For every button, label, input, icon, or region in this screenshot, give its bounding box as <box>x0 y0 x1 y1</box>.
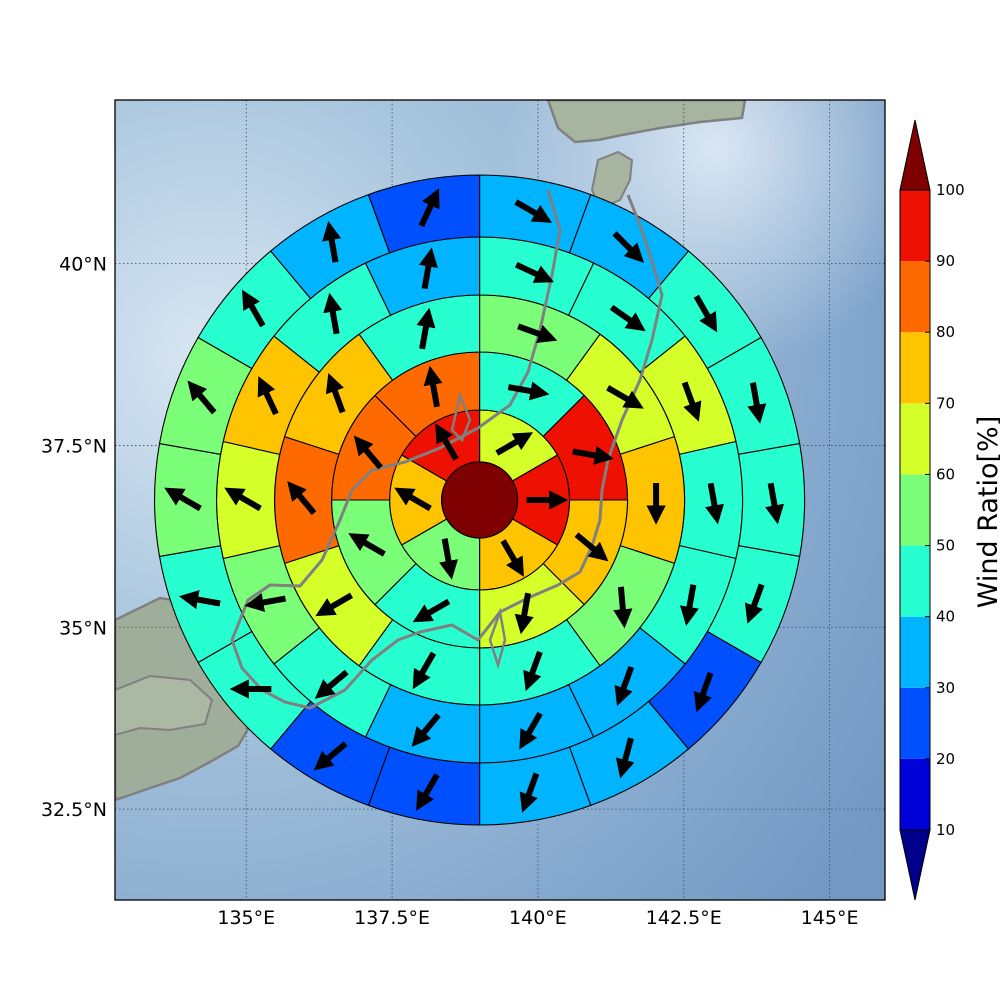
wind-arrows <box>164 188 784 813</box>
coastline-izu <box>488 607 507 670</box>
colorbar-segment <box>900 616 930 688</box>
wind-arrow <box>681 381 702 422</box>
x-axis: 135°E 137.5°E 140°E 142.5°E 145°E <box>217 907 858 929</box>
wind-arrow <box>523 650 543 692</box>
wind-arrow <box>495 432 533 456</box>
wind-arrow <box>679 584 699 626</box>
map-area <box>115 100 885 900</box>
colorbar-tick-label: 10 <box>936 821 955 839</box>
wind-arrow <box>612 231 645 263</box>
wind-arrow <box>224 487 262 512</box>
colorbar-segment <box>900 474 930 546</box>
wind-arrow <box>416 773 440 811</box>
colorbar-segment <box>900 758 930 830</box>
wind-arrow <box>519 711 543 750</box>
x-tick-label: 135°E <box>217 907 275 929</box>
wind-arrow <box>514 592 534 635</box>
wind-arrow <box>514 261 555 283</box>
colorbar-extend-min <box>899 829 931 901</box>
wind-arrow <box>606 385 644 409</box>
colorbar: 10 20 30 40 50 60 70 80 90 100 <box>899 119 965 901</box>
wind-arrow <box>416 307 436 350</box>
wind-arrow <box>572 445 614 465</box>
wind-arrow <box>435 423 459 461</box>
colorbar-segment <box>900 403 930 475</box>
land-tohoku-north <box>590 150 634 210</box>
wind-arrow <box>693 671 714 713</box>
wind-arrow <box>394 487 432 512</box>
wind-arrow <box>164 487 202 512</box>
x-tick-label: 140°E <box>509 907 567 929</box>
wind-arrow <box>313 741 348 771</box>
y-tick-label: 35°N <box>59 617 107 639</box>
wind-arrow <box>419 247 438 290</box>
x-tick-label: 145°E <box>801 907 859 929</box>
wind-arrow <box>439 538 458 580</box>
colorbar-extend-max <box>899 119 931 191</box>
wind-arrow <box>353 435 383 470</box>
y-tick-label: 37.5°N <box>41 435 107 457</box>
wind-arrow <box>514 199 553 223</box>
map-frame <box>114 99 886 901</box>
wind-arrow <box>348 533 386 557</box>
wind-arrow <box>705 482 724 525</box>
y-axis: 40°N 37.5°N 35°N 32.5°N <box>41 254 107 821</box>
colorbar-label: Wind Ratio[%] <box>973 416 1000 608</box>
y-tick-label: 32.5°N <box>41 799 107 821</box>
colorbar-tick-label: 20 <box>936 750 955 768</box>
wind-arrow <box>242 289 266 328</box>
wind-arrow <box>744 583 765 624</box>
wind-arrow <box>412 598 451 623</box>
wind-arrow <box>765 482 784 525</box>
colorbar-tick-label: 30 <box>936 679 955 697</box>
wind-arrow <box>519 772 540 813</box>
colorbar-segment <box>900 545 930 617</box>
colorbar-tick-label: 70 <box>936 394 955 412</box>
wind-arrow <box>323 292 343 335</box>
wind-arrow <box>614 665 635 707</box>
colorbar-outline <box>899 189 931 831</box>
colorbar-segment <box>900 332 930 404</box>
y-tick-label: 40°N <box>59 254 107 276</box>
x-tick-label: 142.5°E <box>646 907 722 929</box>
wind-arrow <box>244 593 287 612</box>
wind-arrow <box>325 373 346 414</box>
wind-arrow <box>574 532 609 562</box>
coastline-sado <box>450 390 472 443</box>
colorbar-tick-label: 100 <box>936 181 965 199</box>
colorbar-tick-label: 50 <box>936 537 955 555</box>
wind-arrow <box>411 713 441 748</box>
wind-arrow <box>178 590 221 610</box>
wind-arrow <box>418 188 440 228</box>
wind-arrow <box>500 539 524 577</box>
land-shikoku <box>115 674 214 737</box>
wind-arrow <box>615 737 635 779</box>
wind-arrow <box>507 381 550 401</box>
wind-arrow <box>314 669 349 699</box>
wind-arrow <box>315 592 354 617</box>
wind-arrow <box>423 365 443 408</box>
land-hokkaido <box>546 100 747 144</box>
wind-arrow <box>517 323 558 344</box>
colorbar-tick-label: 80 <box>936 323 955 341</box>
center-sector <box>440 461 519 539</box>
colorbar-tick-label: 90 <box>936 252 955 270</box>
colorbar-tick-label: 60 <box>936 465 955 483</box>
wind-arrow <box>609 304 646 332</box>
wind-arrow <box>322 221 342 263</box>
wind-arrow <box>412 651 437 690</box>
wind-arrow <box>613 586 633 629</box>
wind-arrow <box>257 376 279 416</box>
x-tick-label: 137.5°E <box>354 907 430 929</box>
wind-arrow <box>287 481 317 515</box>
colorbar-segment <box>900 687 930 759</box>
colorbar-segment <box>900 190 930 262</box>
wind-arrow <box>747 382 767 424</box>
colorbar-segment <box>900 261 930 333</box>
colorbar-tick-label: 40 <box>936 608 955 626</box>
wind-arrow <box>693 294 718 333</box>
sector-cell <box>619 435 686 565</box>
wind-arrow <box>187 380 217 415</box>
